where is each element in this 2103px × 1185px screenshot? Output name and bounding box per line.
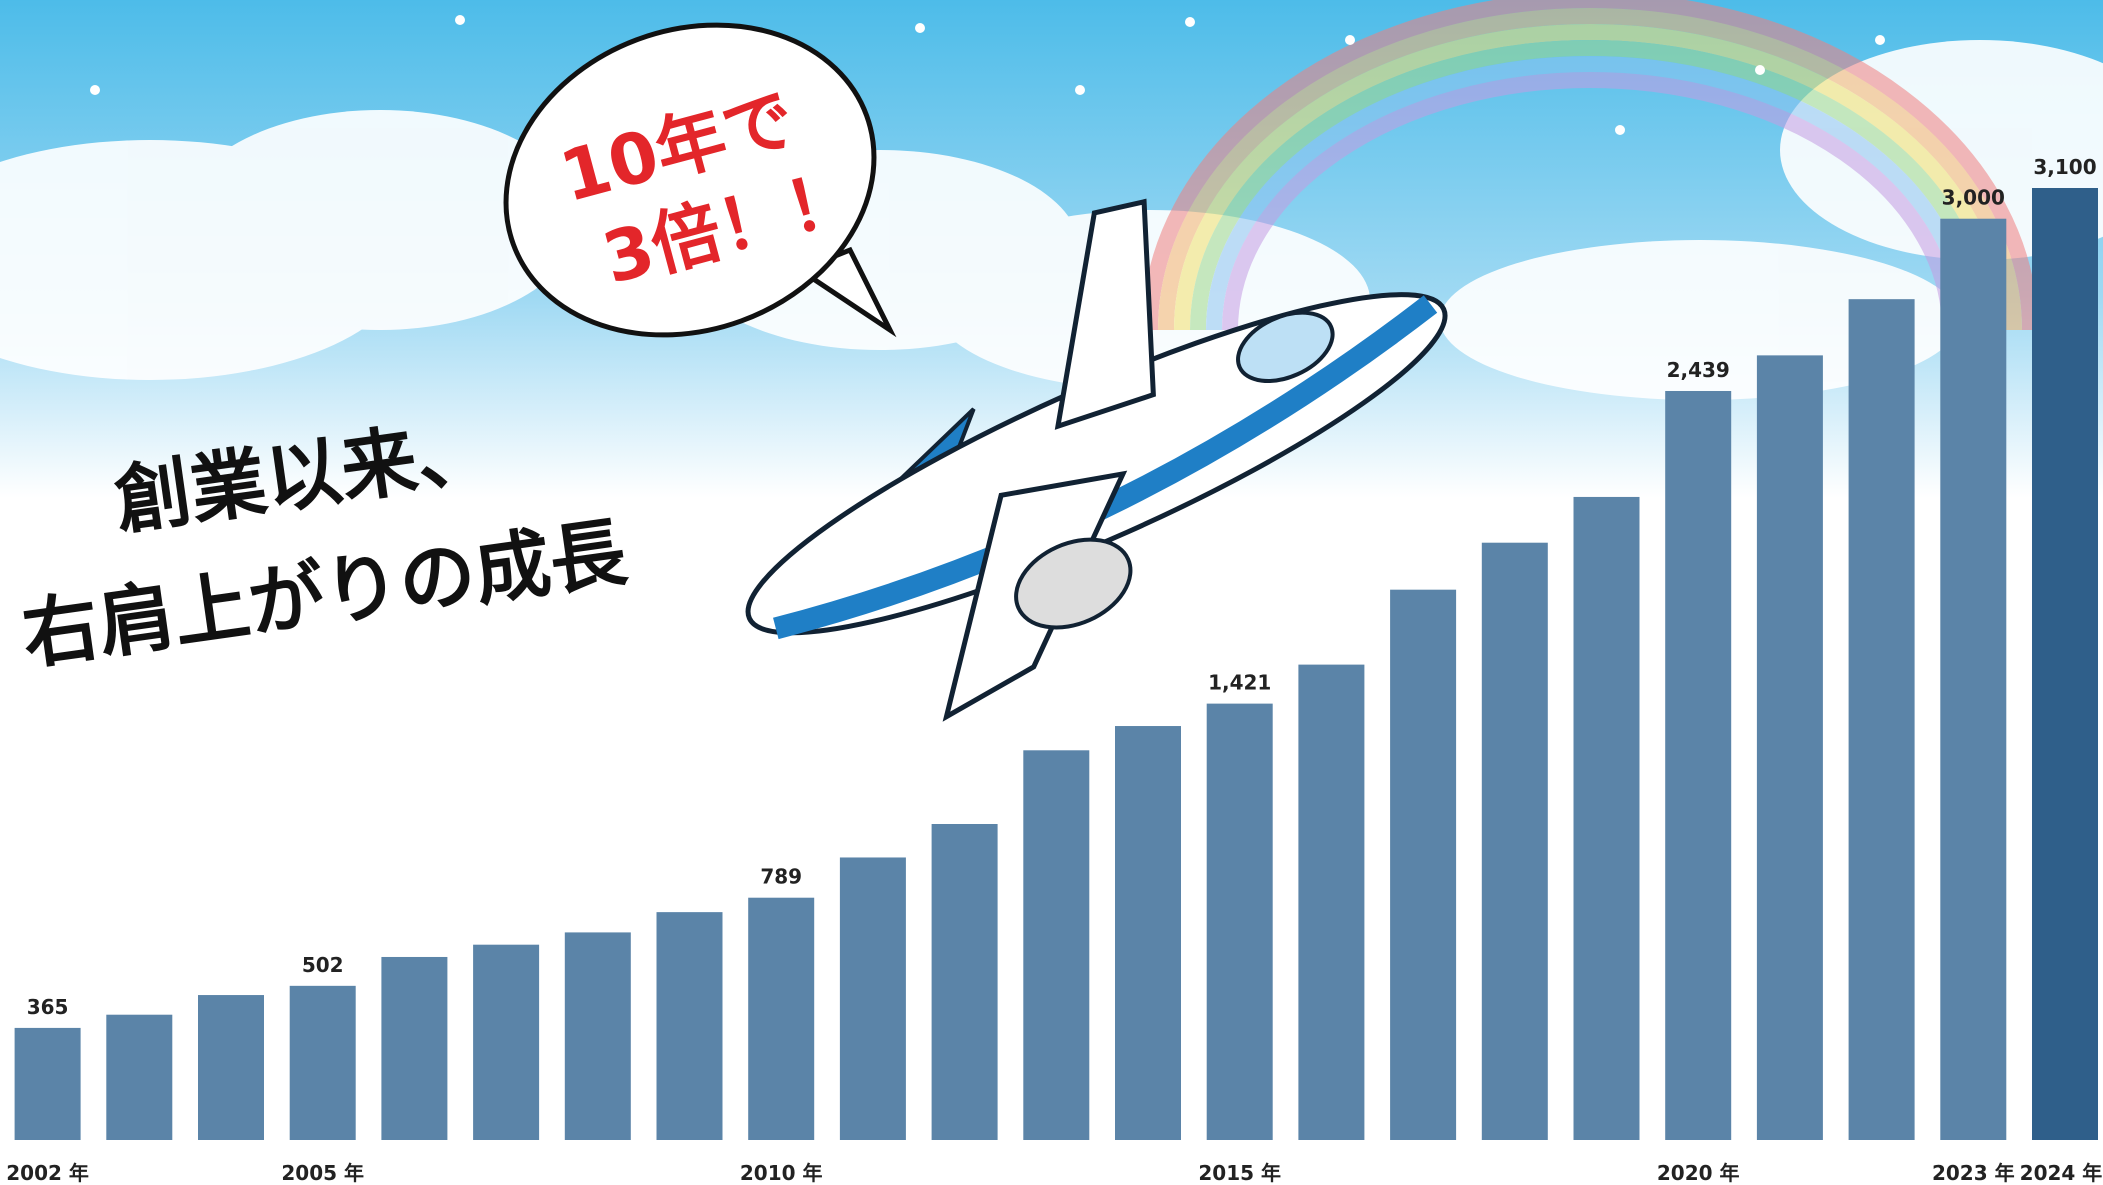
bar	[1298, 664, 1365, 1140]
bar	[656, 912, 723, 1140]
x-tick-label: 2005 年	[281, 1161, 364, 1185]
bar	[1115, 726, 1181, 1140]
x-tick-label: 2002 年	[6, 1161, 89, 1185]
bars: 365 2002 年 502 2005 年 789 2010 年 1,421 2015 年 2,…	[6, 155, 2102, 1185]
data-label: 3,000	[1942, 186, 2005, 210]
bar	[14, 1027, 81, 1140]
bar	[931, 823, 998, 1140]
data-label: 1,421	[1208, 671, 1271, 695]
bar	[1940, 218, 2007, 1141]
bar	[198, 995, 264, 1140]
x-tick-label: 2024 年	[2020, 1161, 2103, 1185]
bar	[1756, 355, 1823, 1140]
bar	[1023, 750, 1090, 1140]
data-label: 365	[27, 995, 69, 1019]
bar	[381, 956, 448, 1140]
data-label: 2,439	[1667, 358, 1730, 382]
bar	[1206, 703, 1273, 1140]
airplane	[745, 198, 1448, 722]
bar	[1390, 589, 1457, 1140]
data-label: 502	[302, 953, 344, 977]
bar	[289, 985, 356, 1140]
bar	[1481, 542, 1548, 1140]
x-tick-label: 2010 年	[740, 1161, 823, 1185]
rainbow	[1142, 0, 2038, 331]
bar	[1848, 299, 1915, 1140]
x-tick-label: 2015 年	[1198, 1161, 1281, 1185]
data-label: 789	[760, 865, 802, 889]
speech-bubble: 10年で 3倍！！	[503, 22, 897, 338]
bar	[748, 897, 815, 1140]
bar	[839, 857, 906, 1140]
data-label: 3,100	[2033, 155, 2096, 179]
bar	[564, 932, 631, 1140]
x-tick-label: 2020 年	[1657, 1161, 1740, 1185]
stars	[90, 15, 1885, 135]
bar	[2032, 188, 2098, 1140]
bar	[106, 1014, 173, 1140]
bar	[1573, 496, 1640, 1141]
bar	[1665, 390, 1732, 1140]
x-tick-label: 2023 年	[1932, 1161, 2015, 1185]
bar	[473, 944, 540, 1140]
